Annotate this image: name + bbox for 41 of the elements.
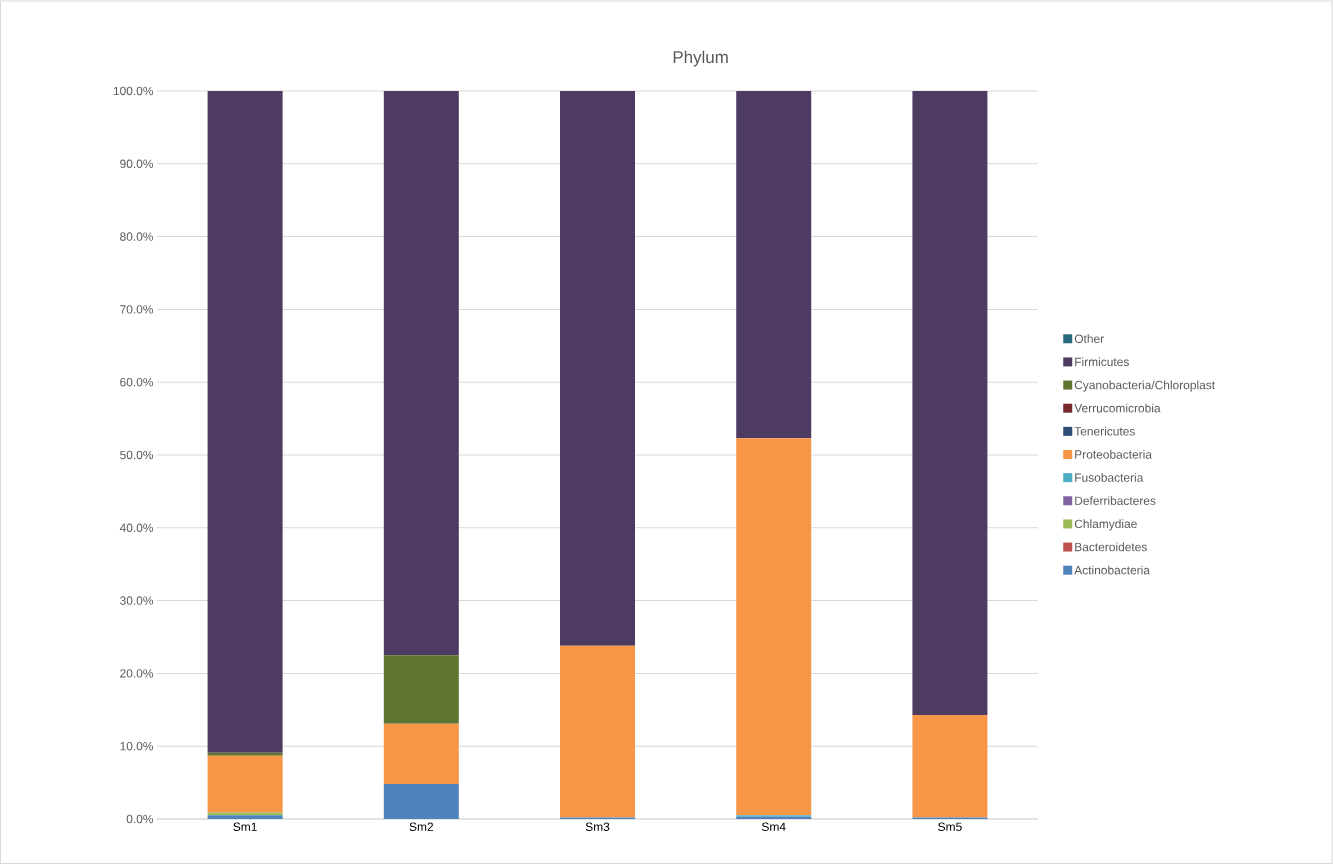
legend-label: Chlamydiae xyxy=(1074,519,1137,531)
legend-label: Deferribacteres xyxy=(1075,496,1156,505)
y-tick-label: 0.0% xyxy=(126,814,154,824)
bar xyxy=(383,723,459,785)
y-tick-label: 100.0% xyxy=(113,86,154,96)
bar xyxy=(207,752,283,756)
y-tick-label: 30.0% xyxy=(120,596,154,605)
x-tick-label: Sm4 xyxy=(761,822,786,831)
bar xyxy=(207,755,283,813)
y-tick-label: 50.0% xyxy=(120,450,154,460)
legend-label: Other xyxy=(1074,334,1104,343)
y-tick-label: 20.0% xyxy=(120,669,154,678)
y-tick-label: 60.0% xyxy=(120,377,154,387)
y-tick-label: 40.0% xyxy=(119,523,154,533)
bar xyxy=(736,90,812,439)
y-tick-label: 70.0% xyxy=(120,305,154,314)
x-tick-label: Sm2 xyxy=(409,822,433,831)
legend-label: Proteobacteria xyxy=(1075,449,1152,459)
legend-label: Fusobacteria xyxy=(1075,473,1144,482)
legend-label: Tenericutes xyxy=(1074,426,1135,436)
y-tick-label: 10.0% xyxy=(120,741,154,751)
legend-label: Verrucomicrobia xyxy=(1074,403,1161,413)
legend-label: Firmicutes xyxy=(1075,357,1129,367)
x-tick-label: Sm3 xyxy=(585,822,610,831)
legend-label: Bacteroidetes xyxy=(1075,542,1147,552)
bar xyxy=(912,90,988,715)
bar xyxy=(560,645,636,818)
bar xyxy=(912,714,988,818)
x-tick-label: Sm5 xyxy=(938,822,962,831)
legend-label: Cyanobacteria/Chloroplast xyxy=(1074,380,1215,392)
bar xyxy=(383,655,459,724)
bar xyxy=(383,90,459,656)
y-tick-label: 80.0% xyxy=(120,232,154,241)
x-tick-label: Sm1 xyxy=(233,822,257,831)
bar xyxy=(207,90,283,753)
legend-label: Actinobacteria xyxy=(1074,565,1150,575)
bar xyxy=(383,784,459,819)
chart-title: Phylum xyxy=(673,50,728,67)
bar xyxy=(560,90,636,646)
y-tick-label: 90.0% xyxy=(120,159,154,169)
bar xyxy=(736,438,812,816)
